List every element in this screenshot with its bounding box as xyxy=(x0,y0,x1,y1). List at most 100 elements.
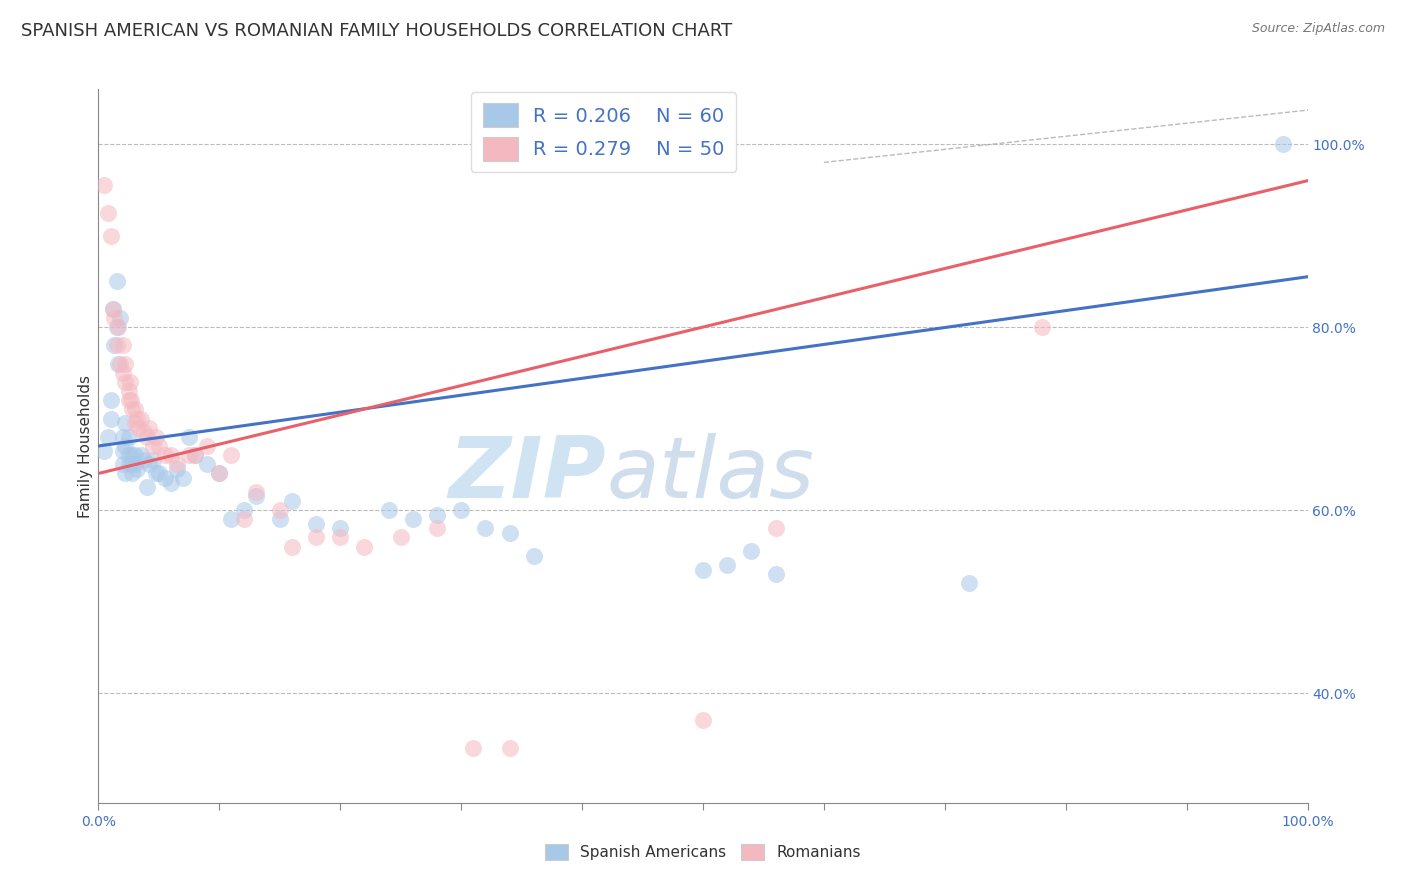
Point xyxy=(160,448,183,462)
Point xyxy=(97,430,120,444)
Point xyxy=(121,458,143,472)
Point xyxy=(145,467,167,481)
Point xyxy=(765,567,787,582)
Point xyxy=(124,416,146,430)
Point xyxy=(129,448,152,462)
Point xyxy=(105,274,128,288)
Point xyxy=(498,525,520,540)
Point xyxy=(121,402,143,417)
Point xyxy=(108,357,131,371)
Point xyxy=(103,310,125,325)
Point xyxy=(957,576,980,591)
Text: SPANISH AMERICAN VS ROMANIAN FAMILY HOUSEHOLDS CORRELATION CHART: SPANISH AMERICAN VS ROMANIAN FAMILY HOUS… xyxy=(21,22,733,40)
Point xyxy=(208,467,231,481)
Point xyxy=(402,512,425,526)
Point xyxy=(463,740,485,755)
Point xyxy=(145,430,167,444)
Point xyxy=(765,521,787,535)
Point xyxy=(118,393,141,408)
Point xyxy=(118,458,141,472)
Text: atlas: atlas xyxy=(606,433,814,516)
Point xyxy=(127,411,149,425)
Point xyxy=(134,425,156,440)
Point xyxy=(179,430,201,444)
Point xyxy=(142,439,165,453)
Point xyxy=(101,301,124,316)
Point xyxy=(269,503,291,517)
Point xyxy=(124,458,146,472)
Point xyxy=(118,430,141,444)
Point xyxy=(166,458,188,472)
Point xyxy=(105,338,128,352)
Point xyxy=(124,448,146,462)
Point xyxy=(142,452,165,467)
Point xyxy=(148,439,170,453)
Point xyxy=(221,512,243,526)
Point xyxy=(166,462,188,476)
Point xyxy=(195,439,218,453)
Point xyxy=(111,458,134,472)
Point xyxy=(232,512,254,526)
Point xyxy=(426,521,449,535)
Point xyxy=(195,458,218,472)
Point xyxy=(148,467,170,481)
Point xyxy=(107,357,129,371)
Point xyxy=(129,411,152,425)
Point xyxy=(100,393,122,408)
Point xyxy=(100,228,122,243)
Point xyxy=(108,310,131,325)
Point xyxy=(118,384,141,398)
Text: Source: ZipAtlas.com: Source: ZipAtlas.com xyxy=(1251,22,1385,36)
Point xyxy=(114,357,136,371)
Point xyxy=(127,462,149,476)
Point xyxy=(107,320,129,334)
Point xyxy=(208,467,231,481)
Point xyxy=(114,467,136,481)
Point xyxy=(498,740,520,755)
Point xyxy=(121,467,143,481)
Point xyxy=(377,503,399,517)
Point xyxy=(692,714,714,728)
Point xyxy=(221,448,243,462)
Point xyxy=(118,448,141,462)
Point xyxy=(172,471,194,485)
Point xyxy=(134,452,156,467)
Point xyxy=(269,512,291,526)
Point xyxy=(523,549,546,563)
Point xyxy=(153,448,176,462)
Point xyxy=(103,338,125,352)
Point xyxy=(740,544,762,558)
Point xyxy=(127,420,149,434)
Point xyxy=(305,531,328,545)
Point xyxy=(111,366,134,380)
Point xyxy=(1272,137,1295,152)
Point xyxy=(716,558,738,572)
Point xyxy=(114,439,136,453)
Point xyxy=(1031,320,1053,334)
Point xyxy=(111,338,134,352)
Point xyxy=(135,480,157,494)
Point xyxy=(135,430,157,444)
Point xyxy=(245,489,267,503)
Point xyxy=(101,301,124,316)
Point xyxy=(124,402,146,417)
Point xyxy=(184,448,207,462)
Point xyxy=(450,503,472,517)
Point xyxy=(121,448,143,462)
Point xyxy=(114,416,136,430)
Point xyxy=(118,375,141,389)
Point xyxy=(93,443,115,458)
Legend: Spanish Americans, Romanians: Spanish Americans, Romanians xyxy=(538,838,868,866)
Point xyxy=(281,540,304,554)
Point xyxy=(111,443,134,458)
Point xyxy=(353,540,375,554)
Point xyxy=(153,471,176,485)
Point xyxy=(692,562,714,576)
Point xyxy=(389,531,412,545)
Point xyxy=(120,393,142,408)
Point xyxy=(245,484,267,499)
Point xyxy=(329,521,352,535)
Point xyxy=(100,411,122,425)
Point xyxy=(232,503,254,517)
Text: ZIP: ZIP xyxy=(449,433,606,516)
